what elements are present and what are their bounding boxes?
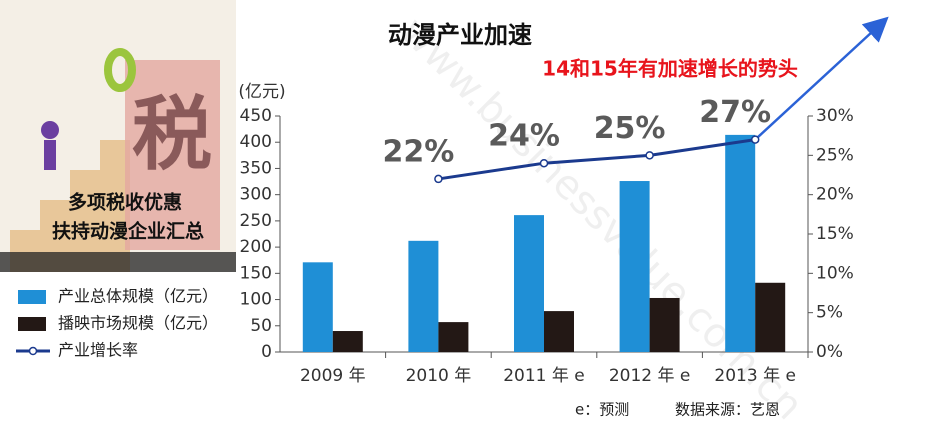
y2-tick-label: 15% [816,224,854,244]
y-tick-label: 400 [240,132,272,152]
bar [514,215,544,352]
bar [438,322,469,352]
bar [332,331,363,352]
bar [544,311,574,352]
y2-tick-label: 5% [816,303,843,323]
line [438,138,756,181]
y-tick-label: 250 [240,211,272,231]
bar [408,240,439,352]
image-text: 多项税收优惠 [68,191,182,214]
annotation: 14和15年有加速增长的势头 [542,57,798,81]
footnote: 数据来源：艺恩 [675,401,780,419]
legend-swatch [28,346,38,356]
image-text: 扶持动漫企业汇总 [52,220,204,243]
legend-label: 播映市场规模（亿元） [58,314,218,333]
legend-label: 产业总体规模（亿元） [58,287,218,306]
y-tick-label: 100 [240,290,272,310]
y-tick-label: 200 [240,237,272,257]
data-label: 24% [488,119,560,154]
x-tick-label: 2010 年 [406,366,472,386]
bar [725,134,756,352]
line-point [750,135,760,144]
y2-tick-label: 0% [816,342,843,362]
trend-arrow [754,16,889,141]
legend-label: 产业增长率 [58,341,138,360]
chart-title: 动漫产业加速 [388,21,532,49]
line-point [539,158,549,168]
y2-tick-label: 30% [816,106,854,126]
image-char: 税 [132,88,212,181]
x-tick-label: 2011 年 e [503,366,585,386]
line-point [645,151,654,160]
bar [619,181,650,352]
y2-tick-label: 10% [816,263,854,283]
y-tick-label: 50 [250,316,272,336]
data-label: 22% [382,134,454,169]
y-axis-label: (亿元) [238,82,285,102]
footnote: e：预测 [575,401,629,419]
y2-tick-label: 25% [816,145,854,165]
y2-tick-label: 20% [816,185,854,205]
bar [649,297,680,352]
data-label: 25% [594,111,666,146]
y-tick-label: 450 [240,106,272,126]
data-label: 27% [699,95,771,130]
x-tick-label: 2013 年 e [714,366,796,386]
legend-swatch [18,290,46,304]
y-tick-label: 150 [240,263,272,283]
line-point [434,174,443,184]
bar [755,282,786,352]
x-tick-label: 2012 年 e [609,366,691,386]
y-tick-label: 300 [240,185,272,205]
y-tick-label: 0 [261,342,272,362]
y-tick-label: 350 [240,158,272,178]
legend-swatch [18,317,46,331]
x-tick-label: 2009 年 [300,366,366,386]
bar [302,262,333,352]
illustration: 税 多项税收优惠 扶持动漫企业汇总 [0,0,236,272]
